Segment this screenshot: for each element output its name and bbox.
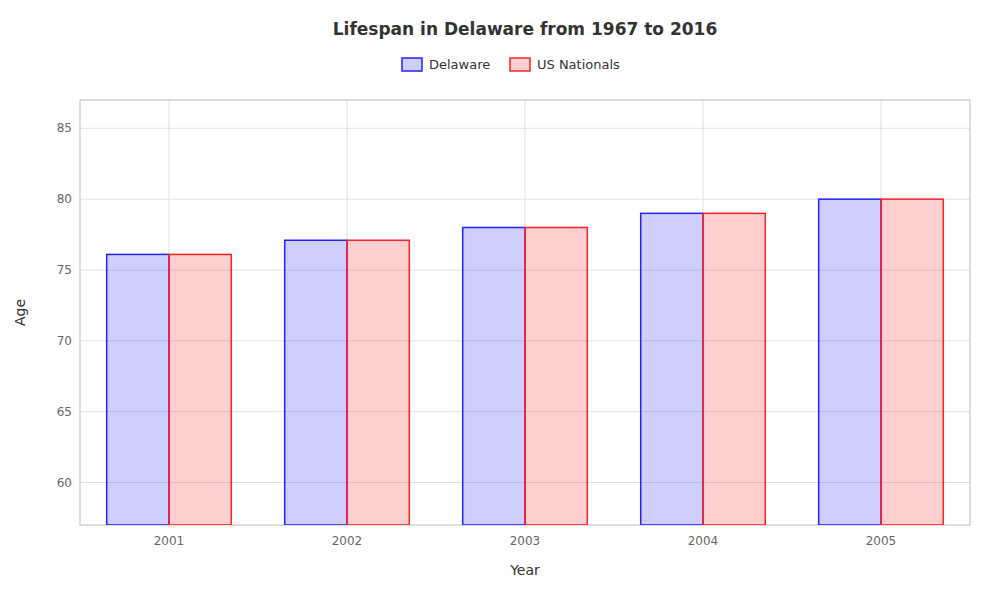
y-tick-label: 75 xyxy=(57,263,72,277)
legend-label: US Nationals xyxy=(537,57,620,72)
bar xyxy=(169,254,231,525)
chart-container: 60 65 70 75 80 85 2001 2002 2003 2004 2005 Year Age L… xyxy=(0,0,1000,600)
bar xyxy=(347,240,409,525)
plot-frame xyxy=(80,100,970,525)
legend-swatch xyxy=(510,58,530,71)
bars xyxy=(107,199,944,525)
legend: Delaware US Nationals xyxy=(402,57,620,72)
bar xyxy=(819,199,881,525)
bar xyxy=(525,228,587,526)
bar xyxy=(703,213,765,525)
x-tick-label: 2005 xyxy=(866,534,897,548)
grid xyxy=(80,100,970,525)
title: Lifespan in Delaware from 1967 to 2016 xyxy=(333,19,718,39)
y-tick-label: 80 xyxy=(57,192,72,206)
x-tick-label: 2001 xyxy=(154,534,185,548)
legend-label: Delaware xyxy=(429,57,490,72)
bar xyxy=(881,199,943,525)
y-tick-label: 60 xyxy=(57,476,72,490)
bar xyxy=(463,228,525,526)
bar xyxy=(285,240,347,525)
x-axis-label: Year xyxy=(509,562,540,578)
y-tick-label: 65 xyxy=(57,405,72,419)
x-tick-label: 2004 xyxy=(688,534,719,548)
y-tick-label: 85 xyxy=(57,121,72,135)
bar xyxy=(107,254,169,525)
chart-svg: 60 65 70 75 80 85 2001 2002 2003 2004 2005 Year Age L… xyxy=(0,0,1000,600)
legend-swatch xyxy=(402,58,422,71)
bar xyxy=(641,213,703,525)
y-axis-label: Age xyxy=(12,299,28,326)
x-tick-label: 2003 xyxy=(510,534,541,548)
y-tick-label: 70 xyxy=(57,334,72,348)
x-tick-label: 2002 xyxy=(332,534,363,548)
